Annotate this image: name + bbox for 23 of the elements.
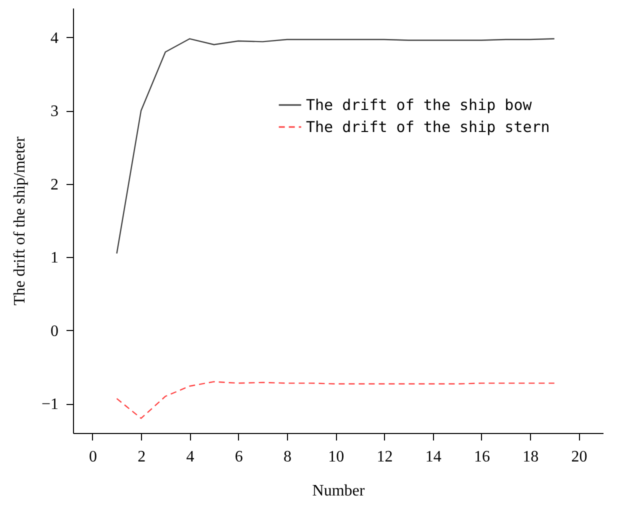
x-tick-label: 14 bbox=[425, 448, 442, 466]
y-tick-label: 2 bbox=[50, 176, 58, 194]
x-tick-label: 18 bbox=[522, 448, 539, 466]
y-tick-label: 3 bbox=[50, 103, 58, 120]
y-tick-label: 4 bbox=[50, 30, 58, 47]
line-series bbox=[116, 38, 555, 254]
legend-label: The drift of the ship bow bbox=[306, 96, 533, 114]
x-axis-title: Number bbox=[312, 482, 366, 500]
x-tick-label: 4 bbox=[186, 448, 194, 466]
y-axis-title: The drift of the ship/meter bbox=[11, 136, 28, 306]
x-tick-label: 20 bbox=[571, 448, 588, 466]
x-tick-label: 16 bbox=[474, 448, 490, 466]
x-tick-label: 6 bbox=[234, 448, 243, 466]
line-series bbox=[116, 381, 555, 419]
x-tick-label: 2 bbox=[138, 448, 146, 466]
x-tick-label: 0 bbox=[88, 448, 97, 466]
y-tick-label: 1 bbox=[50, 250, 58, 267]
x-tick-label: 10 bbox=[328, 448, 344, 466]
y-tick-label: 0 bbox=[50, 322, 58, 340]
x-tick-label: 8 bbox=[283, 448, 292, 466]
legend-label: The drift of the ship stern bbox=[306, 118, 550, 136]
y-tick-label: −1 bbox=[41, 396, 58, 414]
x-tick-label: 12 bbox=[376, 448, 393, 466]
